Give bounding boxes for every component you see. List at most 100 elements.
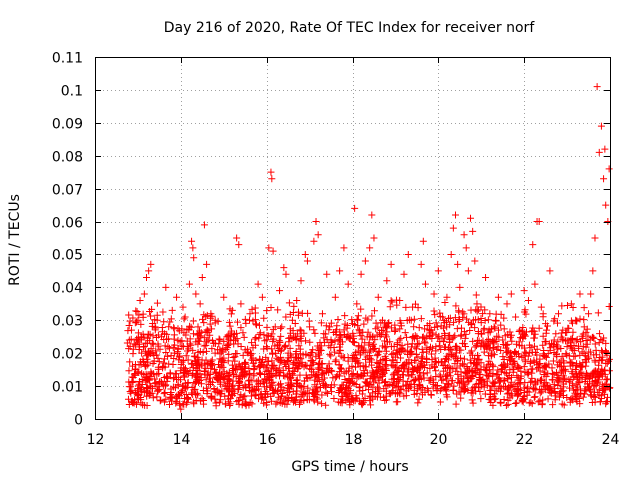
data-point (437, 385, 445, 393)
data-point (300, 363, 308, 371)
data-point (163, 372, 171, 380)
data-point (206, 331, 214, 339)
data-point (497, 310, 505, 318)
data-point (140, 343, 148, 351)
data-point (128, 379, 136, 387)
data-point (446, 314, 454, 322)
data-point (466, 327, 474, 335)
data-point (374, 366, 382, 374)
data-point (286, 344, 294, 352)
data-point (452, 400, 460, 408)
data-point (473, 362, 481, 370)
data-point (296, 326, 304, 334)
data-point (282, 313, 290, 321)
data-point (460, 355, 468, 363)
data-point (415, 380, 423, 388)
data-point (602, 201, 610, 209)
x-tick-label: 22 (516, 432, 534, 448)
data-point (256, 379, 264, 387)
data-point (512, 350, 520, 358)
data-point (514, 373, 522, 381)
data-point (208, 356, 216, 364)
data-point (323, 365, 331, 373)
data-point (582, 375, 590, 383)
data-point (202, 347, 210, 355)
data-point (266, 383, 274, 391)
data-point (506, 333, 514, 341)
data-point (443, 293, 451, 301)
data-point (200, 360, 208, 368)
data-point (387, 260, 395, 268)
data-point (211, 349, 219, 357)
data-point (596, 330, 604, 338)
data-point (408, 371, 416, 379)
data-point (386, 338, 394, 346)
data-point (597, 395, 605, 403)
data-point (267, 303, 275, 311)
data-point (332, 356, 340, 364)
data-point (277, 347, 285, 355)
data-point (471, 324, 479, 332)
data-point (524, 383, 532, 391)
data-point (420, 361, 428, 369)
data-point (490, 351, 498, 359)
data-point (237, 343, 245, 351)
data-point (445, 369, 453, 377)
data-point (345, 375, 353, 383)
data-point (602, 400, 610, 408)
data-point (396, 325, 404, 333)
data-point (541, 353, 549, 361)
data-point (552, 392, 560, 400)
data-point (543, 326, 551, 334)
y-tick-label: 0.1 (61, 84, 83, 100)
data-point (260, 399, 268, 407)
data-point (188, 237, 196, 245)
data-point (264, 332, 272, 340)
data-point (375, 387, 383, 395)
data-point (307, 357, 315, 365)
data-point (414, 367, 422, 375)
data-point (566, 398, 574, 406)
data-point (133, 308, 141, 316)
data-point (437, 358, 445, 366)
data-point (287, 329, 295, 337)
data-point (499, 353, 507, 361)
data-point (605, 165, 613, 173)
data-point (358, 335, 366, 343)
data-point (175, 390, 183, 398)
data-point (496, 377, 504, 385)
data-point (416, 372, 424, 380)
data-point (172, 370, 180, 378)
data-point (265, 244, 273, 252)
data-point (423, 369, 431, 377)
data-point (576, 351, 584, 359)
data-point (297, 382, 305, 390)
data-point (134, 316, 142, 324)
data-point (585, 348, 593, 356)
data-point (473, 307, 481, 315)
data-point (154, 342, 162, 350)
data-point (477, 395, 485, 403)
data-point (381, 396, 389, 404)
data-point (397, 347, 405, 355)
data-point (287, 353, 295, 361)
data-point (544, 395, 552, 403)
data-point (570, 352, 578, 360)
data-point (407, 316, 415, 324)
data-point (439, 362, 447, 370)
data-point (389, 371, 397, 379)
data-point (515, 338, 523, 346)
data-point (354, 316, 362, 324)
data-point (283, 393, 291, 401)
data-point (314, 349, 322, 357)
data-point (251, 335, 259, 343)
data-point (364, 328, 372, 336)
data-point (392, 383, 400, 391)
data-point (336, 368, 344, 376)
data-point (551, 387, 559, 395)
data-point (567, 300, 575, 308)
data-point (186, 322, 194, 330)
data-point (252, 334, 260, 342)
data-point (176, 401, 184, 409)
data-point (382, 365, 390, 373)
